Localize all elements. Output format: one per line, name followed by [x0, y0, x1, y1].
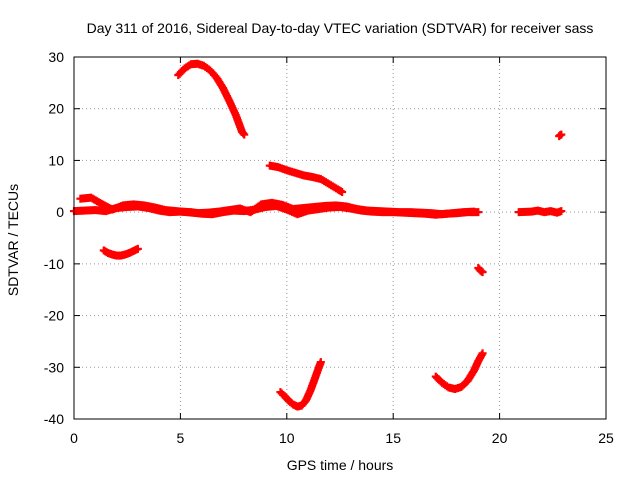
series-9 [555, 130, 566, 141]
data-point [557, 207, 566, 216]
axis-ticks: 0 5 10 15 20 25 -40 -30 -20 -10 0 10 20 30 [44, 49, 614, 446]
x-tick-label: 15 [385, 430, 401, 446]
x-tick-label: 25 [598, 430, 614, 446]
series-5 [276, 358, 325, 411]
data-point [478, 268, 487, 277]
series-7 [474, 263, 487, 277]
data-point [133, 244, 142, 253]
data-point [557, 130, 566, 139]
series-3 [174, 59, 249, 139]
y-tick-label: 30 [48, 49, 64, 65]
y-tick-label: 10 [48, 152, 64, 168]
series-1 [76, 193, 479, 219]
data-point [478, 349, 487, 358]
data-point [470, 207, 479, 216]
x-tick-label: 10 [279, 430, 295, 446]
series-8 [514, 206, 566, 217]
y-tick-label: -30 [44, 359, 64, 375]
x-tick-label: 5 [177, 430, 185, 446]
y-tick-label: 0 [56, 204, 64, 220]
y-tick-label: 20 [48, 101, 64, 117]
y-tick-label: -20 [44, 308, 64, 324]
data-point [338, 187, 347, 196]
series-6 [431, 349, 487, 394]
data-point [240, 130, 249, 139]
y-tick-label: -40 [44, 411, 64, 427]
chart-title: Day 311 of 2016, Sidereal Day-to-day VTE… [87, 20, 594, 36]
series-2 [99, 244, 142, 260]
grid-lines [74, 57, 606, 419]
series-4 [265, 161, 347, 196]
y-axis-label: SDTVAR / TECUs [5, 184, 21, 296]
x-tick-label: 0 [70, 430, 78, 446]
data-point [316, 358, 325, 367]
x-axis-label: GPS time / hours [287, 457, 394, 473]
x-tick-label: 20 [492, 430, 508, 446]
data-points [70, 59, 566, 411]
plot-frame [73, 56, 607, 420]
y-tick-label: -10 [44, 256, 64, 272]
